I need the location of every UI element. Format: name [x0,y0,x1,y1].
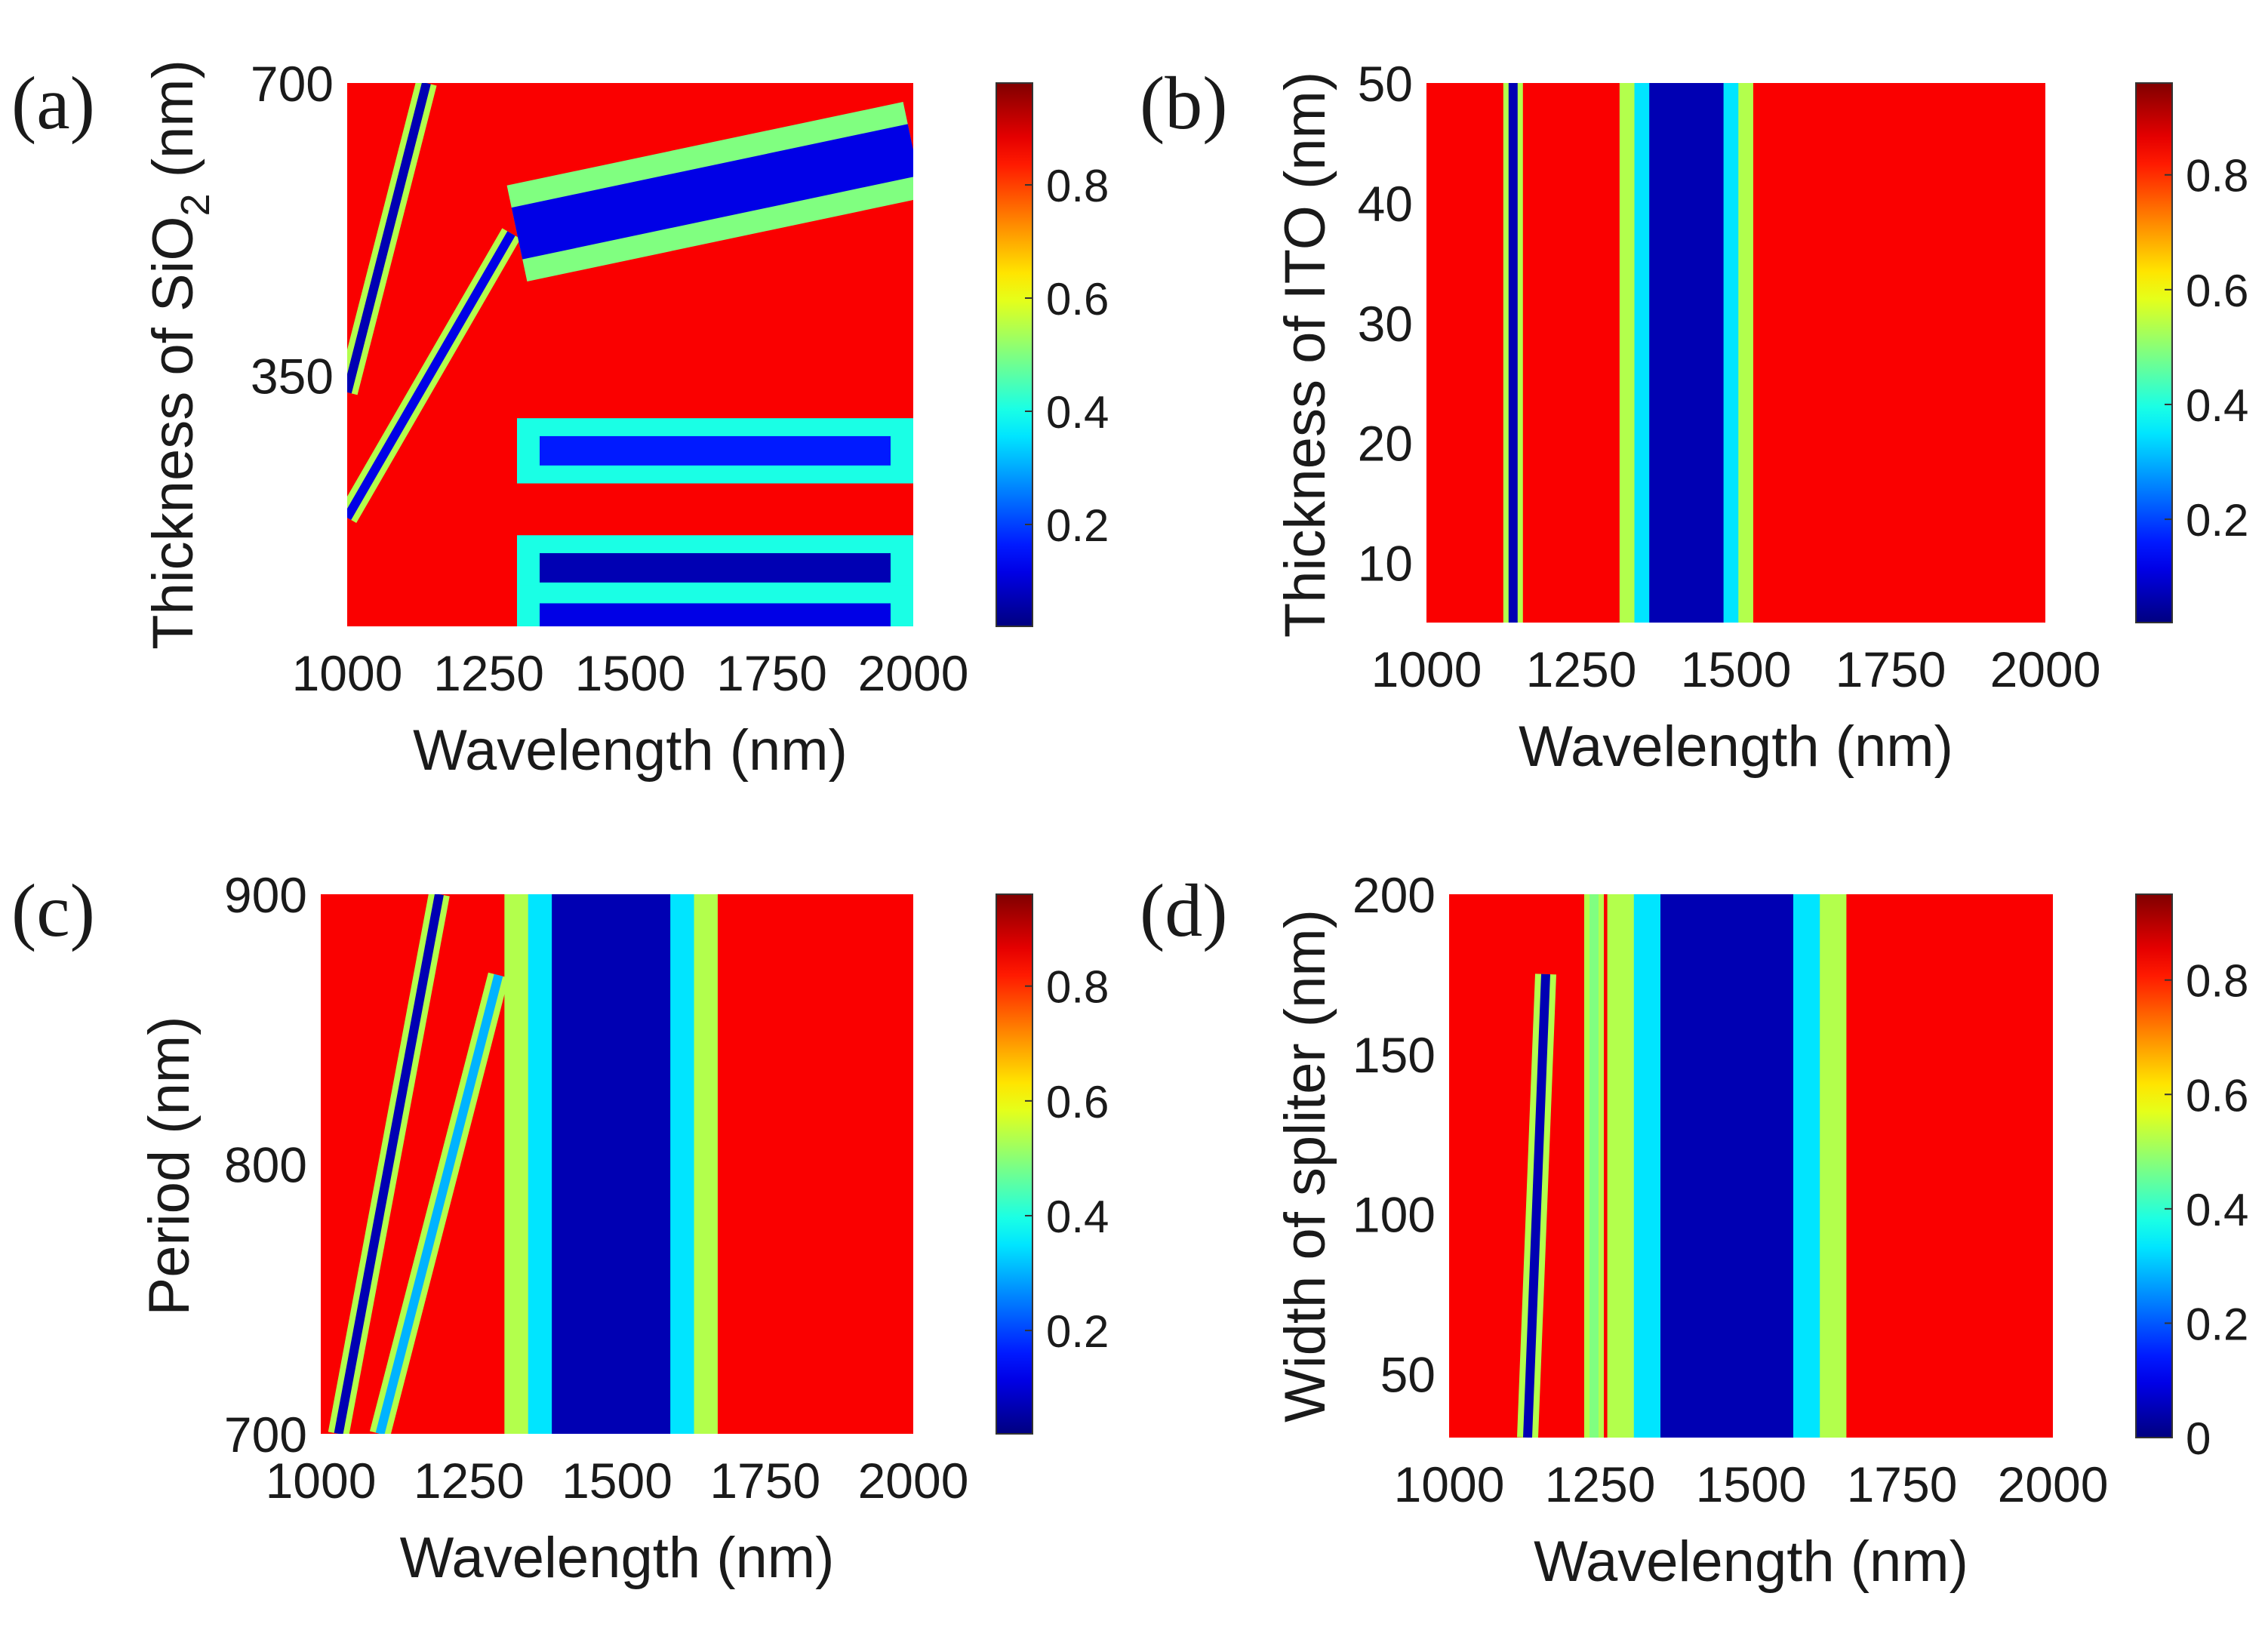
y-tick-label: 900 [224,867,307,923]
y-tick-label: 100 [1352,1187,1436,1243]
x-tick-label: 1250 [433,645,544,701]
colorbar-tick-label: 0.4 [2186,1185,2248,1235]
colorbar-tick-label: 0.2 [1046,500,1109,551]
panel-a: (a) 1000 1250 1500 1750 2000 350 700 Wavelength … [11,56,1109,783]
x-tick-label: 1000 [1394,1456,1505,1512]
y-tick-label: 40 [1358,176,1413,232]
panel-c: (c) 1000 1250 1500 1750 2000 700 800 900 Waveleng… [11,867,1109,1590]
x-axis-label: Wavelength (nm) [400,1526,835,1590]
lobe-core [511,124,913,260]
colorbar-tick-label: 0.4 [2186,380,2248,431]
colorbar [996,893,1033,1435]
x-tick-label: 1000 [266,1453,377,1509]
y-tick-label: 10 [1358,536,1413,592]
x-tick-label: 2000 [858,645,969,701]
x-axis-label: Wavelength (nm) [1534,1530,1968,1594]
resonance-line [375,973,503,1434]
y-tick-label: 20 [1358,416,1413,472]
colorbar-tick-label: 0.8 [1046,161,1109,211]
x-tick-label: 1500 [1696,1456,1807,1512]
panel-label: (d) [1140,869,1228,952]
panel-label: (b) [1140,61,1228,145]
x-tick-label: 2000 [858,1453,969,1509]
colorbar [2135,82,2173,623]
band-core [1660,894,1793,1438]
x-tick-label: 1250 [1545,1456,1656,1512]
hband-core [540,435,891,466]
x-tick-label: 1500 [575,645,686,701]
x-tick-label: 2000 [1998,1456,2109,1512]
x-tick-label: 1500 [1681,641,1792,697]
x-tick-label: 1000 [292,645,403,701]
heatmap [1449,894,2053,1438]
resonance-line [347,83,431,394]
colorbar-tick-label: 0.8 [2186,151,2248,201]
x-tick-label: 1500 [562,1453,672,1509]
colorbar [996,82,1033,627]
x-tick-label: 1750 [1836,641,1946,697]
x-tick-label: 1750 [1847,1456,1958,1512]
colorbar-tick-label: 0.4 [1046,387,1109,438]
colorbar-tick-label: 0.2 [2186,495,2248,546]
colorbar-tick-label: 0.6 [1046,1077,1109,1127]
heatmap [321,894,913,1434]
colorbar-tick-label: 0.2 [2186,1299,2248,1349]
y-axis-label: Thickness of ITO (nm) [1273,72,1337,638]
y-tick-label: 800 [224,1137,307,1193]
panel-label: (a) [11,61,95,145]
colorbar-tick-label: 0 [2186,1413,2211,1464]
hband-core [540,603,891,626]
colorbar-tick-label: 0.4 [1046,1192,1109,1242]
y-tick-label: 700 [224,1407,307,1462]
y-tick-label: 350 [251,349,334,404]
band-core [552,894,671,1434]
y-tick-label: 700 [251,56,334,112]
heatmap [347,83,913,626]
x-axis-label: Wavelength (nm) [1519,715,1953,779]
colorbar-tick-label: 0.6 [2186,266,2248,316]
x-tick-label: 1250 [1526,641,1637,697]
colorbar-tick-label: 0.2 [1046,1306,1109,1357]
resonance-line [347,231,515,521]
panel-d: (d) 1000 1250 1500 1750 2000 50 100 150 200 Wavele… [1140,867,2248,1594]
x-tick-label: 1000 [1371,641,1482,697]
x-tick-label: 1250 [414,1453,525,1509]
y-axis-label: Width of spliter (nm) [1273,909,1337,1422]
hband-core [540,553,891,583]
x-tick-label: 2000 [1990,641,2101,697]
y-tick-label: 150 [1352,1027,1436,1083]
resonance-line [1523,973,1550,1438]
heatmap [1426,83,2045,623]
y-tick-label: 200 [1352,867,1436,923]
colorbar [2135,893,2173,1438]
y-tick-label: 50 [1358,56,1413,112]
resonance-line [334,894,444,1434]
panel-b: (b) 1000 1250 1500 1750 2000 10 20 30 40 50 Wavelen… [1140,56,2248,779]
x-axis-label: Wavelength (nm) [413,718,848,783]
colorbar-tick-label: 0.6 [1046,274,1109,324]
y-axis-label: Period (nm) [137,1016,202,1316]
panel-label: (c) [11,869,95,952]
colorbar-tick-label: 0.8 [2186,956,2248,1007]
colorbar-tick-label: 0.8 [1046,962,1109,1013]
band-core [1649,83,1724,623]
y-axis-label: Thickness of SiO2 (nm) [141,60,218,650]
y-tick-label: 50 [1380,1346,1436,1402]
x-tick-label: 1750 [709,1453,820,1509]
x-tick-label: 1750 [716,645,827,701]
y-tick-label: 30 [1358,296,1413,352]
colorbar-tick-label: 0.6 [2186,1070,2248,1121]
